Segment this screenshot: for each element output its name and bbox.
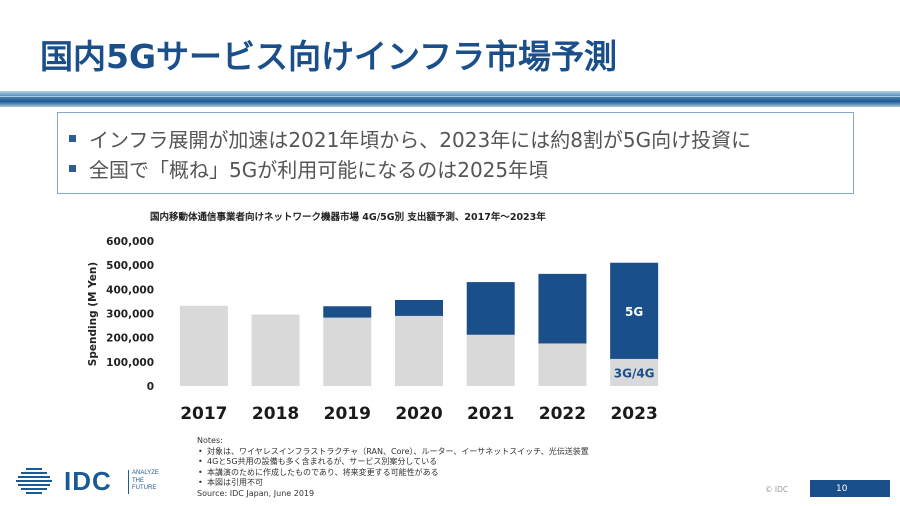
y-tick-label: 100,000 bbox=[106, 357, 154, 369]
bar-chart: 0 100,000 200,000 300,000 400,000 500,000 600,… bbox=[87, 236, 659, 424]
bullet-box: インフラ展開が加速は2021年頃から、2023年には約8割が5G向け投資に 全国… bbox=[57, 112, 854, 194]
globe-icon bbox=[16, 468, 52, 494]
bullet-text: 全国で「概ね」5Gが利用可能になるのは2025年頃 bbox=[89, 157, 549, 182]
note-item: 本図は引用不可 bbox=[197, 478, 589, 489]
slide-title: 国内5Gサービス向けインフラ市場予測 bbox=[40, 37, 618, 76]
x-tick-label: 2018 bbox=[252, 404, 299, 424]
copyright: © IDC bbox=[765, 485, 789, 494]
bar-3g4g-2021 bbox=[466, 334, 515, 386]
note-item: 4Gと5G共用の設備も多く含まれるが、サービス別案分している bbox=[197, 457, 589, 468]
x-tick-label: 2020 bbox=[395, 404, 442, 424]
y-tick-label: 500,000 bbox=[106, 260, 154, 272]
chart-title: 国内移動体通信事業者向けネットワーク機器市場 4G/5G別 支出額予測、2017… bbox=[150, 212, 546, 223]
y-axis-label: Spending (M Yen) bbox=[87, 262, 99, 366]
y-tick-label: 200,000 bbox=[106, 333, 154, 345]
bar-5g-2021 bbox=[466, 282, 515, 335]
series-label-3g4g: 3G/4G bbox=[614, 366, 655, 380]
y-tick-label: 400,000 bbox=[106, 284, 154, 296]
bar-5g-2020 bbox=[395, 299, 443, 316]
logo-text: IDC bbox=[64, 466, 112, 496]
page-number: 10 bbox=[810, 480, 890, 497]
notes-heading: Notes: bbox=[197, 436, 223, 445]
bullet-item: 全国で「概ね」5Gが利用可能になるのは2025年頃 bbox=[69, 152, 548, 184]
note-item: 対象は、ワイヤレスインフラストラクチャ（RAN、Core）、ルーター、イーサネッ… bbox=[197, 447, 589, 458]
idc-logo: IDC ANALYZE THE FUTURE bbox=[12, 466, 202, 498]
y-tick-label: 600,000 bbox=[106, 236, 154, 248]
bar-3g4g-2023 bbox=[610, 358, 659, 386]
chart-notes: Notes: 対象は、ワイヤレスインフラストラクチャ（RAN、Core）、ルータ… bbox=[197, 436, 589, 499]
series-label-5g: 5G bbox=[625, 305, 643, 319]
bar-3g4g-2017 bbox=[179, 305, 228, 386]
x-tick-label: 2019 bbox=[324, 404, 371, 424]
bar-3g4g-2019 bbox=[323, 317, 372, 386]
bar-3g4g-2018 bbox=[251, 314, 300, 386]
bullet-text: インフラ展開が加速は2021年頃から、2023年には約8割が5G向け投資に bbox=[89, 127, 752, 152]
bar-3g4g-2022 bbox=[538, 343, 587, 386]
bar-5g-2019 bbox=[323, 306, 372, 318]
note-item: 本講演のために作成したものであり、将来変更する可能性がある bbox=[197, 468, 589, 479]
bullet-square-icon bbox=[69, 134, 76, 142]
x-tick-label: 2021 bbox=[467, 404, 514, 424]
y-tick-label: 300,000 bbox=[106, 309, 154, 321]
x-tick-label: 2023 bbox=[610, 404, 657, 424]
bar-3g4g-2020 bbox=[395, 315, 443, 386]
logo-divider bbox=[128, 470, 129, 494]
logo-tagline: ANALYZE THE FUTURE bbox=[132, 470, 159, 491]
title-band bbox=[0, 91, 900, 107]
bullet-item: インフラ展開が加速は2021年頃から、2023年には約8割が5G向け投資に bbox=[69, 122, 751, 154]
x-tick-label: 2017 bbox=[180, 404, 227, 424]
y-tick-label: 0 bbox=[147, 381, 154, 393]
source-text: Source: IDC Japan, June 2019 bbox=[197, 488, 315, 498]
bar-5g-2022 bbox=[538, 273, 587, 344]
x-tick-label: 2022 bbox=[539, 404, 586, 424]
bar-5g-2023 bbox=[610, 262, 659, 359]
bullet-square-icon bbox=[69, 164, 76, 172]
